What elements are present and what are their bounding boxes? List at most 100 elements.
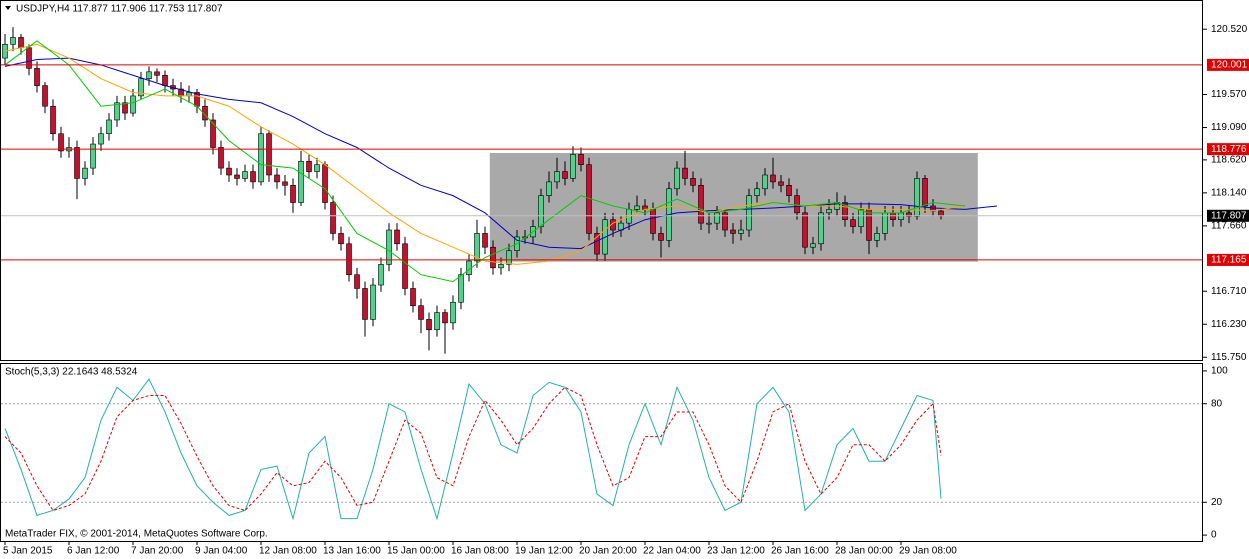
candle-body (706, 222, 712, 225)
y-tick-label: 117.660 (1211, 221, 1247, 232)
candle-body (42, 85, 48, 107)
price-label-box (1207, 58, 1249, 71)
candle-body (258, 133, 264, 183)
candle-body (370, 284, 376, 320)
x-tick-label: 26 Jan 16:00 (771, 546, 829, 557)
candle-body (498, 264, 504, 269)
candle-body (362, 288, 368, 320)
price-label: 117.807 (1211, 210, 1247, 221)
candle-body (346, 243, 352, 276)
candle-body (82, 167, 88, 179)
candle-body (730, 229, 736, 234)
candle-body (306, 160, 312, 172)
candle-body (186, 92, 192, 97)
candle-body (290, 185, 296, 203)
candle-body (18, 37, 24, 49)
candle-body (770, 174, 776, 183)
y-tick-label: 118.140 (1211, 188, 1247, 199)
candle-body (658, 233, 664, 241)
y-tick-label: 120.520 (1211, 24, 1248, 35)
candle-body (874, 233, 880, 241)
x-tick-label: 5 Jan 2015 (3, 546, 53, 557)
y-tick-label: 118.620 (1211, 155, 1247, 166)
candle-body (746, 195, 752, 231)
candle-body (114, 102, 120, 121)
candle-body (162, 74, 168, 86)
candle-body (682, 167, 688, 179)
candle-body (786, 185, 792, 196)
candle-body (138, 78, 144, 97)
candle-body (458, 274, 464, 303)
stoch-panel-border (0, 363, 1203, 542)
x-tick-label: 13 Jan 16:00 (323, 546, 381, 557)
candle-body (274, 174, 280, 183)
candle-body (922, 178, 928, 207)
candle-body (594, 233, 600, 255)
price-panel-border (0, 0, 1203, 361)
candle-body (58, 133, 64, 152)
x-tick-label: 19 Jan 12:00 (515, 546, 573, 557)
x-tick-label: 22 Jan 04:00 (643, 546, 701, 557)
price-label-box (1207, 209, 1249, 222)
candle-body (330, 202, 336, 234)
candle-body (378, 264, 384, 286)
candle-body (850, 219, 856, 227)
candle-body (570, 154, 576, 179)
candle-body (450, 301, 456, 324)
candle-body (858, 209, 864, 227)
candle-body (122, 102, 128, 114)
y-tick-label: 116.710 (1211, 286, 1247, 297)
candle-body (778, 181, 784, 186)
candle-body (10, 37, 16, 45)
indicator-line (4, 40, 966, 283)
candle-body (266, 133, 272, 176)
candle-body (98, 133, 104, 145)
candle-body (938, 210, 944, 217)
candle-body (218, 147, 224, 169)
x-tick-label: 15 Jan 00:00 (387, 546, 445, 557)
candle-body (394, 229, 400, 245)
data-layer (1, 27, 1203, 521)
candle-body (490, 246, 496, 269)
candle-body (234, 174, 240, 179)
candle-body (298, 160, 304, 203)
candle-body (754, 188, 760, 196)
candle-body (690, 178, 696, 186)
candle-body (554, 171, 560, 183)
y-tick-label: 80 (1211, 398, 1223, 409)
candle-body (282, 181, 288, 186)
candle-body (50, 105, 56, 135)
candle-body (210, 119, 216, 148)
candle-body (546, 181, 552, 196)
candle-body (426, 319, 432, 331)
x-tick-label: 6 Jan 12:00 (67, 546, 120, 557)
price-label-box (1207, 253, 1249, 266)
candle-body (90, 143, 96, 169)
y-tick-label: 115.750 (1211, 352, 1247, 363)
candle-body (482, 233, 488, 248)
x-tick-label: 7 Jan 20:00 (131, 546, 184, 557)
x-tick-label: 9 Jan 04:00 (195, 546, 248, 557)
candle-body (650, 209, 656, 234)
indicator-line (4, 57, 998, 250)
candle-body (242, 171, 248, 179)
candle-body (866, 209, 872, 241)
candle-body (418, 305, 424, 320)
y-tick-label: 100 (1211, 366, 1228, 377)
price-label-box (1207, 143, 1249, 156)
candle-body (698, 185, 704, 224)
indicator-line (4, 378, 942, 521)
y-tick-label: 20 (1211, 497, 1223, 508)
stoch-panel-title: Stoch(5,3,3) 22.1643 48.5324 (5, 367, 138, 378)
candle-body (802, 212, 808, 248)
candle-body (826, 209, 832, 214)
candle-body (338, 233, 344, 245)
y-tick-label: 116.230 (1211, 319, 1247, 330)
price-panel-title: USDJPY,H4 117.877 117.906 117.753 117.80… (16, 4, 223, 15)
candle-body (146, 71, 152, 80)
symbol-menu-arrow[interactable] (5, 6, 11, 10)
x-tick-label: 12 Jan 08:00 (259, 546, 317, 557)
candle-body (386, 229, 392, 265)
